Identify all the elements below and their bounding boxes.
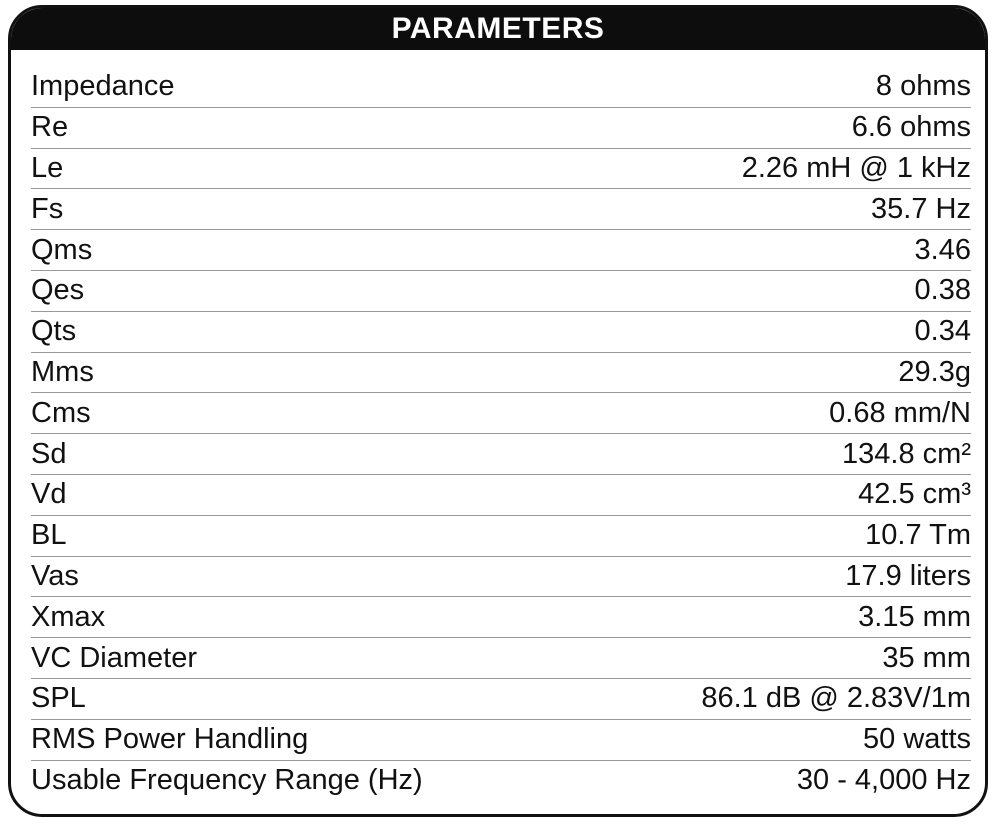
- row-value: 29.3g: [898, 355, 971, 388]
- row-value: 30 - 4,000 Hz: [796, 764, 971, 797]
- table-row: Sd 134.8 cm²: [31, 434, 971, 475]
- row-label: Usable Frequency Range (Hz): [31, 764, 423, 797]
- row-label: Qms: [31, 233, 93, 266]
- table-row: Vas 17.9 liters: [31, 557, 971, 598]
- row-value: 3.15 mm: [858, 600, 971, 633]
- row-value: 0.34: [914, 315, 971, 348]
- row-label: Impedance: [31, 70, 175, 103]
- table-row: Le 2.26 mH @ 1 kHz: [31, 149, 971, 190]
- table-row: Qms 3.46: [31, 230, 971, 271]
- row-label: RMS Power Handling: [31, 723, 309, 756]
- row-value: 35 mm: [882, 641, 971, 674]
- row-label: SPL: [31, 682, 86, 715]
- table-row: Qts 0.34: [31, 312, 971, 353]
- row-value: 0.68 mm/N: [829, 396, 971, 429]
- row-label: Cms: [31, 396, 91, 429]
- row-label: VC Diameter: [31, 641, 197, 674]
- row-label: Vd: [31, 478, 67, 511]
- row-value: 8 ohms: [875, 70, 971, 103]
- row-label: Le: [31, 151, 64, 184]
- row-value: 17.9 liters: [845, 559, 971, 592]
- table-row: Re 6.6 ohms: [31, 108, 971, 149]
- row-value: 35.7 Hz: [871, 192, 971, 225]
- row-value: 2.26 mH @ 1 kHz: [741, 151, 971, 184]
- row-value: 10.7 Tm: [865, 519, 971, 552]
- row-label: BL: [31, 519, 67, 552]
- row-label: Xmax: [31, 600, 106, 633]
- row-value: 42.5 cm³: [858, 478, 971, 511]
- row-label: Qes: [31, 274, 85, 307]
- row-value: 86.1 dB @ 2.83V/1m: [701, 682, 971, 715]
- table-header: PARAMETERS: [11, 8, 985, 50]
- row-label: Re: [31, 111, 69, 144]
- table-row: Xmax 3.15 mm: [31, 597, 971, 639]
- table-row: RMS Power Handling 50 watts: [31, 720, 971, 761]
- table-row: Fs 35.7 Hz: [31, 189, 971, 231]
- table-row: SPL 86.1 dB @ 2.83V/1m: [31, 679, 971, 720]
- row-label: Mms: [31, 355, 94, 388]
- table-row: VC Diameter 35 mm: [31, 638, 971, 679]
- row-value: 6.6 ohms: [851, 111, 971, 144]
- row-label: Vas: [31, 559, 79, 592]
- table-row: Impedance 8 ohms: [31, 67, 971, 108]
- table-row: Mms 29.3g: [31, 353, 971, 394]
- row-value: 0.38: [914, 274, 971, 307]
- table-row: Cms 0.68 mm/N: [31, 393, 971, 435]
- row-label: Qts: [31, 315, 77, 348]
- row-label: Sd: [31, 437, 67, 470]
- row-value: 50 watts: [863, 723, 971, 756]
- table-body: Impedance 8 ohms Re 6.6 ohms Le 2.26 mH …: [31, 67, 971, 801]
- row-label: Fs: [31, 192, 64, 225]
- parameters-table: PARAMETERS Impedance 8 ohms Re 6.6 ohms …: [8, 5, 988, 817]
- table-row: BL 10.7 Tm: [31, 516, 971, 557]
- table-row: Vd 42.5 cm³: [31, 475, 971, 516]
- row-value: 134.8 cm²: [842, 437, 971, 470]
- table-row: Usable Frequency Range (Hz) 30 - 4,000 H…: [31, 761, 971, 802]
- row-value: 3.46: [914, 233, 971, 266]
- table-row: Qes 0.38: [31, 271, 971, 312]
